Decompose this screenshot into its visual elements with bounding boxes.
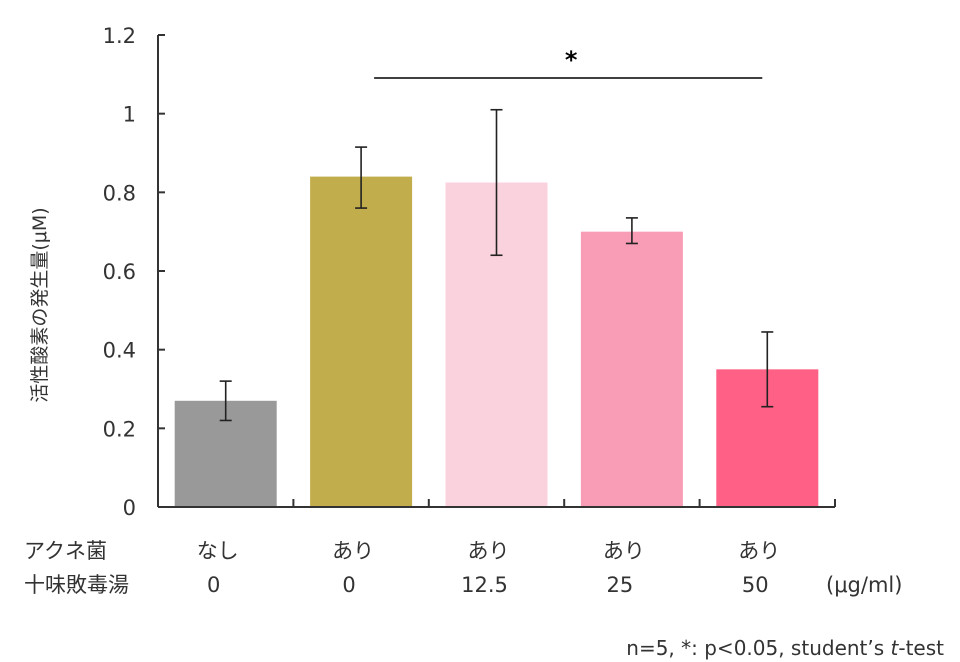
y-axis-ticks: 0 0.2 0.4 0.6 0.8 1 1.2 <box>103 24 165 520</box>
unit-label: (μg/ml) <box>826 573 902 597</box>
category-label-dose: 0 <box>207 573 220 597</box>
category-labels: なし 0 あり 0 あり 12.5 あり 25 あり 50 <box>197 539 781 597</box>
y-tick-label: 0.8 <box>103 181 136 205</box>
category-label-acne: なし <box>197 539 239 563</box>
category-label-dose: 0 <box>342 573 355 597</box>
footnote: n=5, *: p<0.05, student’s t-test <box>626 636 944 660</box>
row-label-dose: 十味敗毒湯 <box>24 573 129 597</box>
y-tick-label: 0.4 <box>103 339 136 363</box>
y-tick-label: 1 <box>123 103 136 127</box>
significance-marker: * <box>374 46 763 79</box>
category-label-acne: あり <box>738 539 780 563</box>
footnote-main: n=5, *: p<0.05, student’s <box>626 636 890 660</box>
bars <box>174 176 819 507</box>
category-label-acne: あり <box>332 539 374 563</box>
bar <box>580 231 683 507</box>
footnote-italic: t <box>891 636 900 660</box>
footnote-tail: -test <box>898 636 944 660</box>
y-tick-label: 1.2 <box>103 24 136 48</box>
bar <box>310 176 413 507</box>
y-tick-label: 0.6 <box>103 260 136 284</box>
y-tick-label: 0 <box>123 496 136 520</box>
category-label-dose: 12.5 <box>461 573 508 597</box>
y-axis-label: 活性酸素の発生量(μM) <box>29 207 51 402</box>
error-bars <box>219 108 774 422</box>
x-axis-ticks <box>292 499 836 507</box>
row-label-acne: アクネ菌 <box>24 539 107 563</box>
category-label-dose: 25 <box>607 573 634 597</box>
category-label-acne: あり <box>603 539 645 563</box>
category-label-acne: あり <box>468 539 510 563</box>
significance-star: * <box>565 46 578 74</box>
category-label-dose: 50 <box>742 573 769 597</box>
y-tick-label: 0.2 <box>103 417 136 441</box>
